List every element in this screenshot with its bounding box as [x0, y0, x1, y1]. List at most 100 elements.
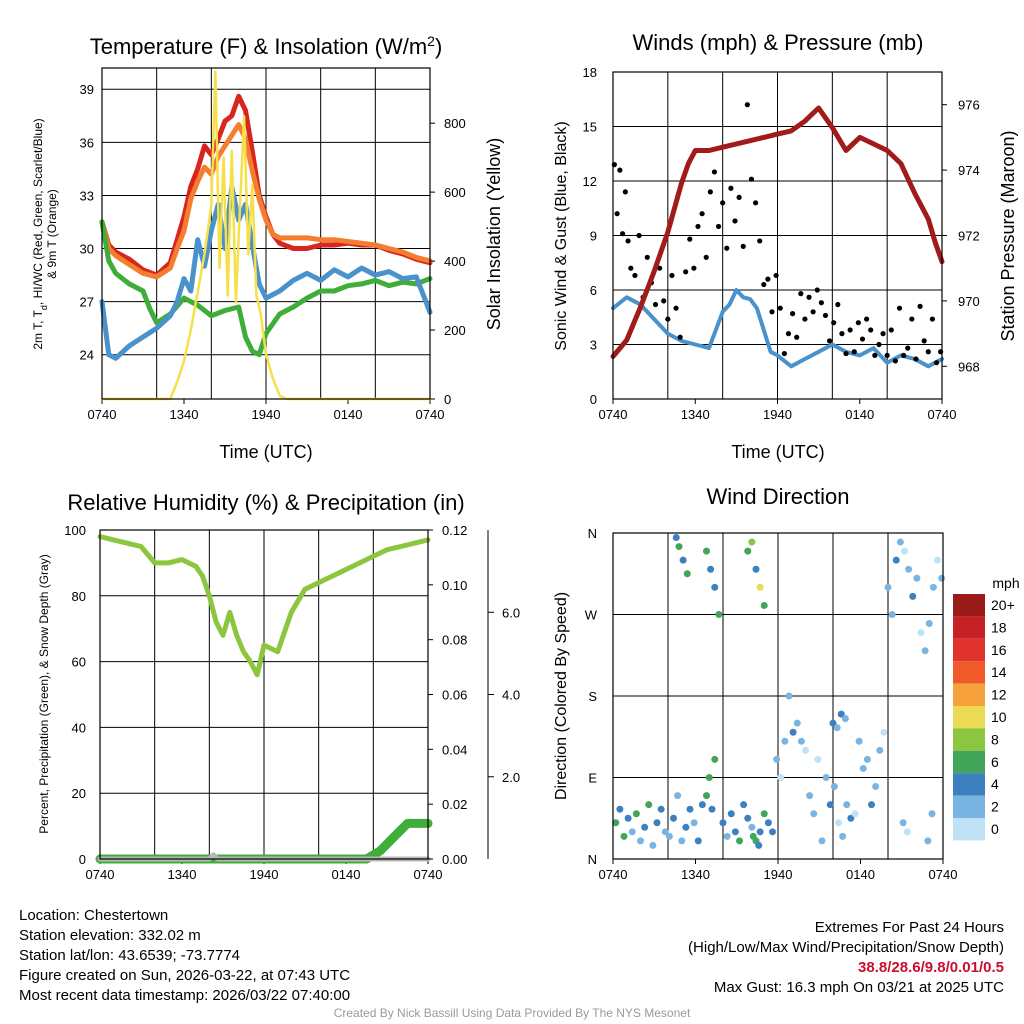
legend-label: 10	[991, 709, 1007, 725]
direction-point	[855, 737, 863, 745]
direction-point	[715, 611, 723, 618]
gust-point	[901, 352, 907, 358]
direction-point	[896, 538, 904, 546]
y2-tick-label: 972	[958, 229, 980, 244]
gust-point	[773, 272, 779, 279]
gust-point	[909, 316, 915, 322]
gust-point	[724, 245, 730, 251]
direction-point	[760, 601, 768, 609]
direction-point	[826, 801, 834, 809]
direction-point	[899, 819, 907, 827]
y3-tick-label: 4.0	[502, 688, 520, 703]
gust-point	[933, 360, 940, 366]
series-9m-temperature	[99, 122, 433, 280]
direction-point	[749, 832, 757, 840]
direction-point	[913, 574, 921, 582]
gust-point	[905, 345, 911, 351]
plot-frame	[101, 67, 431, 400]
y-tick-label: 60	[72, 655, 86, 670]
series-station-pressure	[610, 105, 945, 359]
gust-point	[851, 349, 857, 355]
y-tick-label: 6	[590, 283, 597, 298]
direction-point	[851, 810, 859, 818]
direction-point	[744, 547, 752, 555]
extremes-title: Extremes For Past 24 Hours	[814, 919, 1004, 936]
extremes-block: Extremes For Past 24 Hours (High/Low/Max…	[688, 918, 1004, 998]
gust-point	[810, 309, 816, 315]
direction-point	[905, 565, 913, 573]
direction-point	[756, 828, 764, 836]
gust-point	[929, 316, 936, 322]
direction-point	[698, 801, 706, 809]
direction-point	[929, 583, 937, 591]
direction-point	[847, 814, 855, 822]
direction-point	[616, 805, 624, 813]
direction-point	[657, 805, 665, 813]
gust-point	[880, 331, 886, 337]
direction-point	[679, 556, 687, 564]
extremes-values: 38.8/28.6/9.8/0.01/0.5	[858, 959, 1004, 976]
gust-point	[831, 320, 837, 326]
direction-point	[921, 647, 929, 655]
direction-point	[703, 547, 710, 555]
gust-point	[757, 238, 763, 244]
direction-point	[674, 792, 682, 800]
x-axis-label: Time (UTC)	[219, 442, 312, 462]
direction-point	[705, 774, 713, 781]
series-dewpoint	[99, 219, 433, 358]
x-axis-label: Time (UTC)	[731, 442, 824, 462]
x-tick-label: 0740	[86, 867, 115, 882]
y-tick-label: 18	[583, 65, 597, 80]
chart-title: Temperature (F) & Insolation (W/m2)	[90, 33, 443, 59]
gust-point	[876, 341, 882, 348]
direction-point	[675, 543, 683, 551]
gust-point	[625, 238, 631, 244]
x-tick-label: 0740	[599, 867, 628, 882]
y2-tick-label: 0.10	[442, 578, 467, 593]
credit-line: Created By Nick Bassill Using Data Provi…	[333, 1006, 691, 1020]
legend-label: 2	[991, 799, 999, 815]
direction-point	[731, 828, 739, 836]
y-tick-label: 9	[590, 229, 597, 244]
direction-point	[833, 724, 841, 732]
y-tick-label: 40	[72, 720, 86, 735]
direction-point	[830, 783, 838, 791]
y2-tick-label: 0.04	[442, 742, 467, 757]
legend-swatch	[953, 795, 985, 818]
figure-created: Figure created on Sun, 2026-03-22, at 07…	[19, 967, 351, 984]
y2-tick-label: 0.12	[442, 523, 467, 538]
gust-point	[781, 350, 787, 357]
direction-point	[665, 832, 673, 840]
direction-point	[686, 805, 694, 813]
x-tick-label: 0140	[846, 867, 875, 882]
direction-point	[670, 814, 677, 822]
station-latlon: Station lat/lon: 43.6539; -73.7774	[19, 947, 241, 964]
y2-tick-label: 400	[444, 254, 466, 269]
y-tick-label: N	[588, 526, 597, 541]
direction-point	[760, 810, 768, 818]
direction-point	[903, 828, 911, 836]
y-axis-label: Direction (Colored By Speed)	[553, 592, 570, 800]
legend-swatch	[953, 773, 985, 796]
series-sonic-wind	[611, 288, 944, 369]
direction-point	[901, 547, 908, 555]
station-elevation: Station elevation: 332.02 m	[19, 927, 201, 944]
y-tick-label: 100	[64, 523, 86, 538]
direction-point	[822, 774, 830, 781]
direction-point	[620, 832, 628, 840]
gust-point	[617, 167, 623, 173]
direction-point	[653, 819, 661, 827]
gust-point	[628, 265, 634, 271]
x-tick-label: 0740	[929, 867, 958, 882]
gust-point	[843, 350, 849, 357]
x-tick-label: 1940	[764, 867, 793, 882]
gust-point	[687, 236, 693, 242]
direction-point	[909, 592, 917, 600]
gust-point	[798, 291, 804, 297]
y-tick-label: S	[588, 689, 597, 704]
direction-point	[682, 823, 690, 831]
x-tick-label: 1340	[681, 407, 710, 422]
gust-point	[785, 331, 792, 337]
gust-point	[765, 276, 771, 282]
